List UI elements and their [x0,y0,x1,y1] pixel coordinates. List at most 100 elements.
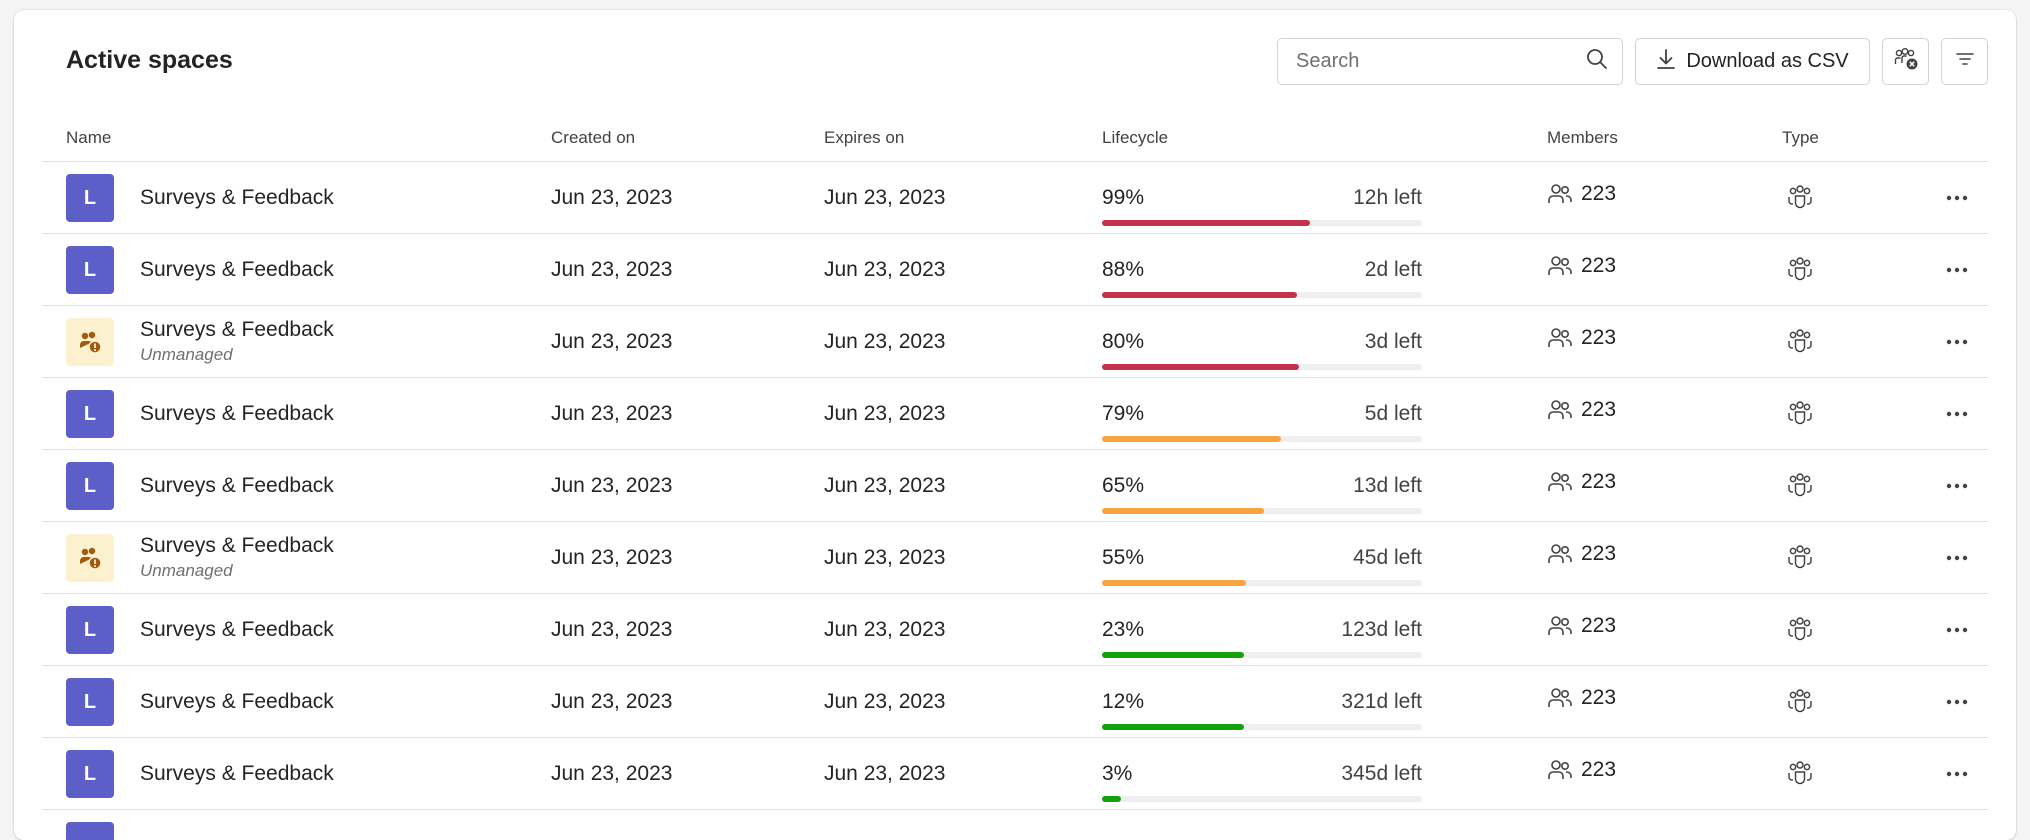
download-csv-button[interactable]: Download as CSV [1635,38,1870,85]
filter-button[interactable] [1941,38,1988,85]
members-icon [1547,254,1573,278]
search-input[interactable] [1294,49,1586,74]
avatar-initial: L [83,618,97,641]
expires-date: Jun 23, 2023 [824,690,946,713]
space-name-cell: Surveys & Feedback Unmanaged [140,306,334,377]
space-name[interactable]: Surveys & Feedback [140,257,334,281]
space-avatar: L [66,246,114,294]
column-header-lifecycle[interactable]: Lifecycle [1102,128,1169,147]
members-cell: 223 [1547,758,1616,782]
avatar-initial: L [83,474,97,497]
more-options-icon[interactable] [1941,182,1973,214]
members-icon [1547,326,1573,350]
table-row[interactable]: L Surveys & Feedback Jun 23, 2023 Jun 23, 2… [42,378,1988,450]
more-options-icon[interactable] [1941,470,1973,502]
column-header-created[interactable]: Created on [551,128,636,147]
time-left: 321d left [1341,690,1422,713]
members-count: 223 [1581,686,1617,709]
table-row[interactable]: L Surveys & Feedback Jun 23, 2023 Jun 23, 2… [42,450,1988,522]
lifecycle-progress-fill [1102,796,1122,802]
expires-date: Jun 23, 2023 [824,546,946,569]
lifecycle-progress-bar [1102,580,1422,586]
lifecycle-percent: 12% [1102,690,1145,713]
more-options-icon[interactable] [1941,614,1973,646]
expires-date: Jun 23, 2023 [824,618,946,641]
members-icon [1547,470,1573,494]
space-name[interactable]: Surveys & Feedback [140,401,334,425]
lifecycle-progress-bar [1102,724,1422,730]
type-team-icon [1786,328,1814,359]
teams-remove-icon [1893,47,1919,77]
space-name[interactable]: Surveys & Feedback [140,185,334,209]
column-header-name[interactable]: Name [66,128,112,147]
space-avatar: L [66,750,114,798]
expires-date: Jun 23, 2023 [824,186,946,209]
members-icon [1547,542,1573,566]
space-name[interactable]: Surveys & Feedback [140,534,334,557]
time-left: 45d left [1353,546,1422,569]
type-team-icon [1786,400,1814,431]
table-body: L Surveys & Feedback Jun 23, 2023 Jun 23, 2… [42,162,1988,840]
unmanaged-space-icon [66,318,114,366]
search-box[interactable] [1277,38,1623,85]
members-count: 223 [1581,758,1617,781]
more-options-icon[interactable] [1941,686,1973,718]
lifecycle-percent: 99% [1102,186,1145,209]
space-name[interactable]: Surveys & Feedback [140,318,334,341]
members-cell: 223 [1547,326,1616,350]
search-icon[interactable] [1586,48,1608,75]
lifecycle-progress-fill [1102,724,1245,730]
table-row[interactable] [42,810,1988,840]
space-name[interactable]: Surveys & Feedback [140,761,334,785]
space-name[interactable]: Surveys & Feedback [140,689,334,713]
lifecycle-progress-bar [1102,796,1422,802]
created-date: Jun 23, 2023 [551,402,673,425]
members-cell: 223 [1547,182,1616,206]
more-options-icon[interactable] [1941,758,1973,790]
space-status: Unmanaged [140,561,233,580]
type-team-icon [1786,184,1814,215]
download-csv-label: Download as CSV [1686,50,1849,72]
table-row[interactable]: L Surveys & Feedback Jun 23, 2023 Jun 23, 2… [42,234,1988,306]
space-name[interactable]: Surveys & Feedback [140,617,334,641]
space-name-cell: Surveys & Feedback [140,450,334,521]
lifecycle-progress-fill [1102,364,1299,370]
expires-date: Jun 23, 2023 [824,402,946,425]
lifecycle-progress-fill [1102,436,1282,442]
members-cell: 223 [1547,398,1616,422]
members-icon [1547,614,1573,638]
lifecycle-progress-fill [1102,292,1298,298]
space-name-cell: Surveys & Feedback [140,666,334,737]
table-row[interactable]: Surveys & Feedback Unmanaged Jun 23, 2023 J… [42,306,1988,378]
table-row[interactable]: L Surveys & Feedback Jun 23, 2023 Jun 23, 2… [42,162,1988,234]
column-header-type[interactable]: Type [1782,128,1819,147]
space-avatar: L [66,678,114,726]
members-cell: 223 [1547,686,1616,710]
table-row[interactable]: L Surveys & Feedback Jun 23, 2023 Jun 23, 2… [42,738,1988,810]
manage-teams-button[interactable] [1882,38,1929,85]
more-options-icon[interactable] [1941,326,1973,358]
created-date: Jun 23, 2023 [551,186,673,209]
table-row[interactable]: L Surveys & Feedback Jun 23, 2023 Jun 23, 2… [42,666,1988,738]
members-icon [1547,182,1573,206]
avatar-initial: L [83,762,97,785]
time-left: 12h left [1353,186,1422,209]
members-count: 223 [1581,614,1617,637]
lifecycle-progress-bar [1102,292,1422,298]
column-header-members[interactable]: Members [1547,128,1618,147]
unmanaged-space-icon [66,534,114,582]
table-row[interactable]: Surveys & Feedback Unmanaged Jun 23, 2023 J… [42,522,1988,594]
members-count: 223 [1581,542,1617,565]
more-options-icon[interactable] [1941,254,1973,286]
lifecycle-progress-fill [1102,220,1310,226]
space-avatar [66,822,114,840]
space-avatar: L [66,462,114,510]
column-header-expires[interactable]: Expires on [824,128,905,147]
table-row[interactable]: L Surveys & Feedback Jun 23, 2023 Jun 23, 2… [42,594,1988,666]
lifecycle-percent: 23% [1102,618,1145,641]
spaces-table: Name Created on Expires on Lifecycle Mem… [42,112,1988,840]
more-options-icon[interactable] [1941,542,1973,574]
more-options-icon[interactable] [1941,398,1973,430]
space-name-cell: Surveys & Feedback [140,378,334,449]
space-name[interactable]: Surveys & Feedback [140,473,334,497]
